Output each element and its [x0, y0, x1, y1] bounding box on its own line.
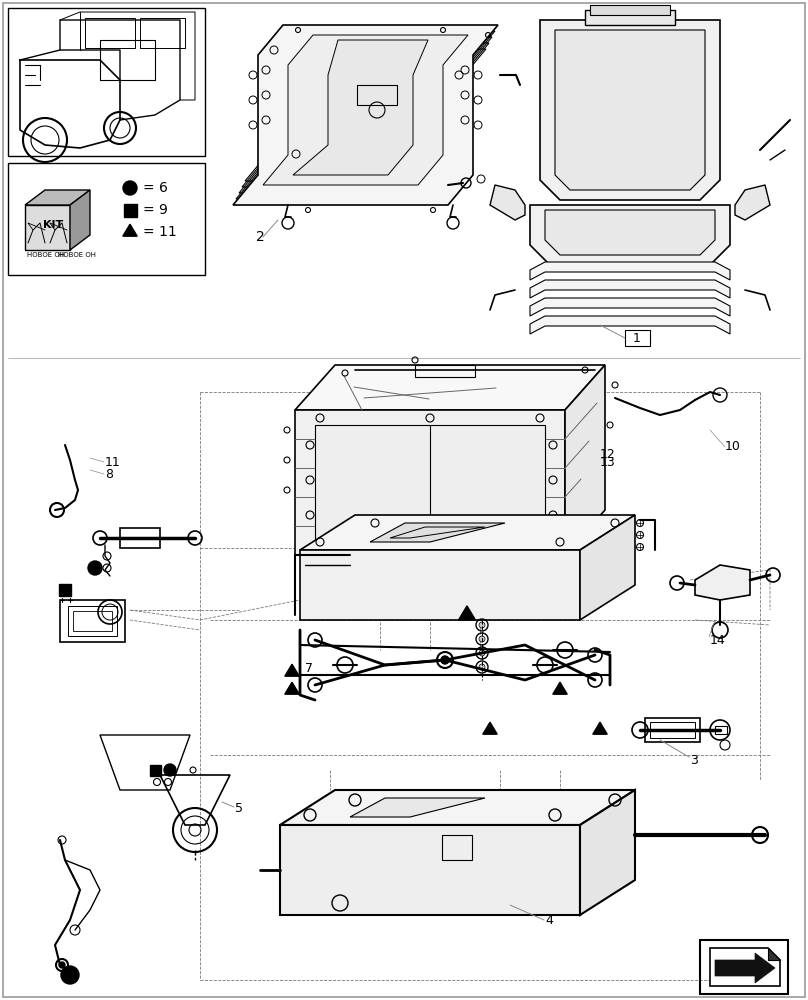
Text: KIT: KIT — [43, 220, 63, 230]
Polygon shape — [555, 30, 705, 190]
Bar — [120, 528, 160, 548]
Text: 4: 4 — [545, 914, 553, 926]
Bar — [415, 365, 475, 377]
Polygon shape — [295, 410, 565, 555]
Bar — [8, 163, 205, 275]
Text: 8: 8 — [105, 468, 113, 481]
Circle shape — [88, 561, 102, 575]
Text: 1: 1 — [633, 332, 641, 344]
Polygon shape — [553, 682, 567, 694]
Circle shape — [479, 664, 485, 670]
Polygon shape — [284, 664, 299, 676]
Bar — [140, 18, 185, 48]
Text: 2: 2 — [256, 230, 265, 244]
Bar — [85, 18, 135, 48]
Polygon shape — [580, 515, 635, 620]
Polygon shape — [530, 280, 730, 298]
Polygon shape — [530, 316, 730, 334]
Polygon shape — [315, 425, 545, 540]
Bar — [73, 611, 112, 631]
Polygon shape — [768, 948, 780, 960]
Polygon shape — [280, 825, 580, 915]
Circle shape — [61, 966, 79, 984]
Circle shape — [123, 181, 137, 195]
Polygon shape — [25, 190, 90, 205]
Polygon shape — [565, 365, 605, 555]
Text: НОВОЕ ОН: НОВОЕ ОН — [27, 252, 65, 258]
Text: = 6: = 6 — [143, 181, 168, 195]
Polygon shape — [70, 190, 90, 250]
Text: = 11: = 11 — [143, 225, 177, 239]
Polygon shape — [350, 798, 485, 817]
Polygon shape — [540, 20, 720, 200]
Bar — [650, 722, 695, 738]
Polygon shape — [459, 606, 475, 620]
Circle shape — [164, 764, 176, 776]
Polygon shape — [593, 722, 607, 734]
Bar — [59, 584, 71, 596]
Polygon shape — [590, 5, 670, 15]
Text: 11: 11 — [105, 456, 120, 468]
Polygon shape — [545, 210, 715, 255]
Text: 3: 3 — [690, 754, 698, 766]
Text: 13: 13 — [600, 456, 616, 470]
Polygon shape — [263, 35, 468, 185]
Circle shape — [59, 962, 65, 968]
Text: 7: 7 — [305, 662, 313, 674]
Bar — [715, 726, 727, 734]
Polygon shape — [483, 722, 497, 734]
Text: НОВОЕ ОН: НОВОЕ ОН — [58, 252, 96, 258]
Text: 5: 5 — [235, 802, 243, 814]
Polygon shape — [530, 262, 730, 280]
Polygon shape — [710, 948, 780, 986]
Bar — [149, 764, 161, 776]
Circle shape — [479, 622, 485, 628]
Circle shape — [479, 636, 485, 642]
Text: = 9: = 9 — [143, 203, 168, 217]
Polygon shape — [370, 523, 505, 542]
Text: 10: 10 — [725, 440, 741, 454]
Polygon shape — [300, 550, 580, 620]
Polygon shape — [585, 10, 675, 25]
Polygon shape — [530, 298, 730, 316]
Bar — [645, 718, 700, 742]
Bar — [700, 940, 788, 994]
Text: 12: 12 — [600, 448, 616, 460]
Polygon shape — [695, 565, 750, 600]
Polygon shape — [715, 953, 775, 983]
Bar — [357, 85, 397, 105]
Bar — [8, 8, 205, 156]
Polygon shape — [123, 224, 137, 236]
Polygon shape — [25, 205, 70, 250]
Polygon shape — [293, 40, 428, 175]
Polygon shape — [280, 790, 635, 825]
Polygon shape — [284, 682, 299, 694]
Bar — [124, 204, 137, 217]
Text: 14: 14 — [710, 634, 726, 647]
Polygon shape — [735, 185, 770, 220]
Circle shape — [479, 650, 485, 656]
Bar — [60, 600, 125, 642]
Bar — [68, 606, 117, 636]
Polygon shape — [295, 365, 605, 410]
Circle shape — [441, 656, 449, 664]
Polygon shape — [530, 205, 730, 265]
Polygon shape — [233, 25, 498, 205]
Polygon shape — [490, 185, 525, 220]
Polygon shape — [300, 515, 635, 550]
Bar — [625, 330, 650, 346]
Polygon shape — [580, 790, 635, 915]
